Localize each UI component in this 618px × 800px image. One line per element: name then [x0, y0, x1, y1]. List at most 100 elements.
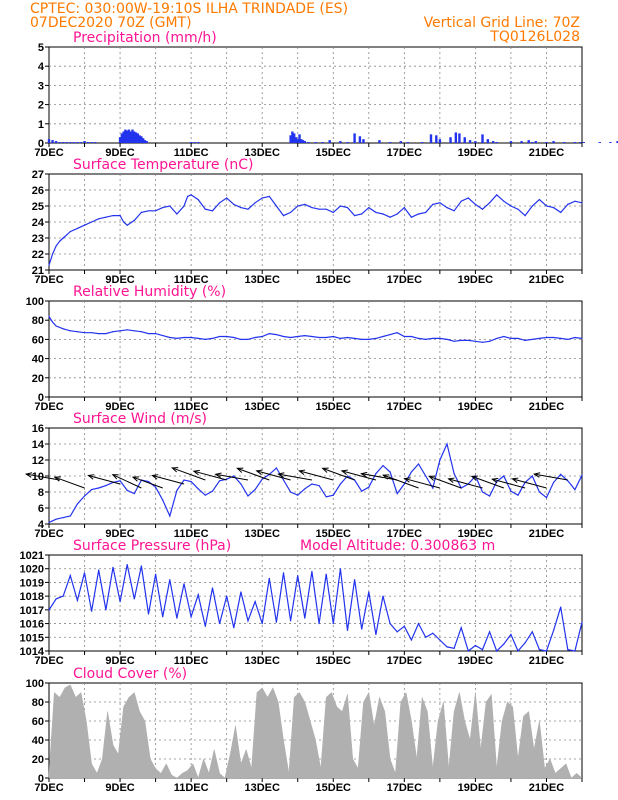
- precip-bar: [486, 139, 490, 143]
- precip-bar: [298, 134, 301, 143]
- precip-bar: [573, 142, 577, 143]
- wind-barb-shaft: [26, 473, 60, 481]
- precip-bar: [406, 142, 410, 143]
- wind-point: [446, 443, 448, 445]
- precip-bar: [197, 142, 200, 143]
- temperature-point: [186, 195, 189, 197]
- precip-bar: [353, 133, 356, 143]
- y-tick-label: 40: [32, 735, 44, 747]
- wind-point: [396, 493, 398, 495]
- temperature-point: [226, 197, 228, 199]
- wind-barb-shaft: [112, 474, 142, 489]
- precip-bar: [145, 141, 148, 143]
- temperature-point: [375, 211, 377, 213]
- wind-point: [439, 459, 441, 461]
- pressure-point: [517, 650, 519, 652]
- pressure-point: [531, 631, 533, 633]
- wind-panel: 4 6 8 10 12 14 16 7DEC 9DEC 11DEC 13DEC 15DEC 17DEC 1…: [24, 411, 583, 540]
- temperature-point: [481, 208, 484, 210]
- pressure-point: [218, 622, 221, 625]
- wind-point: [197, 488, 199, 490]
- y-tick-label: 0: [38, 138, 44, 150]
- wind-point: [126, 489, 128, 491]
- wind-point: [560, 473, 562, 475]
- x-tick-label: 13DEC: [244, 782, 280, 794]
- temperature-point: [517, 208, 519, 210]
- x-tick-label: 15DEC: [316, 401, 352, 413]
- wind-point: [361, 490, 363, 492]
- x-tick-label: 11DEC: [174, 782, 209, 794]
- pressure-point: [62, 595, 64, 597]
- cloud-cover-area: [48, 684, 583, 779]
- pressure-point: [325, 573, 327, 575]
- humidity-point: [417, 337, 420, 340]
- humidity-point: [446, 338, 448, 340]
- temperature-point: [410, 216, 413, 218]
- humidity-point: [105, 333, 107, 335]
- precip-bar: [454, 132, 458, 143]
- wind-barb-head: [470, 475, 478, 481]
- temperature-point: [133, 219, 135, 221]
- humidity-point: [304, 334, 306, 337]
- wind-point: [98, 487, 100, 489]
- pressure-point: [190, 616, 192, 618]
- pressure-point: [275, 621, 278, 623]
- precip-bar: [86, 142, 90, 143]
- pressure-point: [268, 577, 270, 579]
- temperature-point: [233, 203, 235, 205]
- x-tick-label: 21DEC: [529, 782, 565, 794]
- precip-bar: [90, 142, 93, 143]
- wind-point: [233, 475, 235, 477]
- pressure-point: [147, 613, 150, 615]
- humidity-point: [162, 334, 164, 337]
- precip-bar: [292, 133, 296, 143]
- temperature-point: [453, 210, 455, 212]
- x-tick-label: 13DEC: [244, 655, 280, 667]
- temperature-point: [218, 202, 221, 204]
- precip-bar: [429, 134, 433, 143]
- humidity-point: [453, 340, 455, 342]
- temperature-point: [396, 213, 398, 215]
- precip-bar: [134, 132, 138, 143]
- pressure-point: [361, 628, 363, 630]
- precip-bar: [545, 142, 548, 143]
- wind-barb-shaft: [341, 470, 377, 481]
- pressure-point: [545, 650, 548, 652]
- y-tick-label: 60: [32, 716, 44, 728]
- pressure-point: [197, 594, 199, 596]
- wind-barb-shaft: [299, 470, 334, 481]
- x-tick-label: 21DEC: [529, 147, 565, 159]
- x-tick-label: 11DEC: [174, 401, 209, 413]
- precip-bar: [93, 142, 97, 143]
- y-tick-label: 8: [38, 487, 44, 499]
- temperature-point: [368, 207, 370, 209]
- pressure-point: [496, 650, 498, 652]
- precip-bar: [69, 142, 72, 143]
- temperature-point: [538, 199, 540, 201]
- temperature-point: [467, 197, 469, 199]
- wind-barb-head: [403, 477, 411, 483]
- wind-barb-head: [192, 469, 200, 476]
- humidity-point: [240, 338, 242, 340]
- temperature-point: [346, 207, 349, 209]
- temperature-point: [290, 211, 292, 213]
- x-tick-label: 7DEC: [34, 401, 63, 413]
- temperature-point: [183, 205, 185, 207]
- wind-point: [290, 491, 292, 493]
- wind-series-line: [48, 442, 583, 523]
- wind-point: [425, 475, 427, 477]
- pressure-point: [169, 579, 171, 581]
- y-tick-label: 24: [32, 217, 45, 229]
- pressure-point: [453, 647, 455, 649]
- precip-bar: [122, 131, 125, 143]
- wind-point: [531, 475, 533, 477]
- x-tick-label: 7DEC: [34, 274, 63, 286]
- temperature-point: [254, 202, 256, 204]
- wind-point: [375, 473, 377, 475]
- humidity-point: [254, 336, 256, 339]
- precip-bar: [579, 142, 582, 143]
- pressure-point: [467, 650, 469, 652]
- x-tick-label: 15DEC: [316, 782, 352, 794]
- pressure-point: [119, 601, 121, 603]
- precip-bar: [127, 129, 131, 143]
